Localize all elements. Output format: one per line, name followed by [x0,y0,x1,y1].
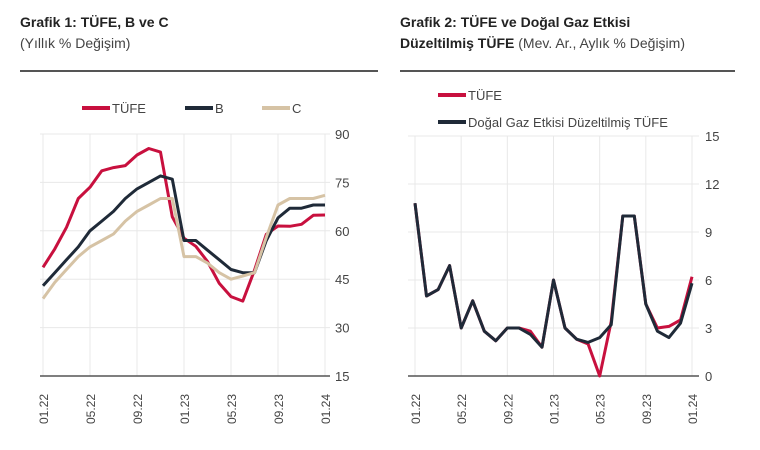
x-tick-label: 01.23 [178,394,192,424]
legend-label: B [215,101,224,116]
legend-label: C [292,101,301,116]
y-tick-label: 15 [335,369,349,384]
x-tick-label: 05.23 [225,394,239,424]
chart2-rule [400,70,735,72]
x-tick-label: 01.23 [548,394,562,424]
chart1-title: Grafik 1: TÜFE, B ve C (Yıllık % Değişim) [20,14,169,51]
x-tick-label: 01.22 [409,394,423,424]
x-tick-label: 09.22 [501,394,515,424]
y-tick-label: 60 [335,224,349,239]
x-tick-label: 09.22 [131,394,145,424]
x-tick-label: 05.23 [594,394,608,424]
x-tick-label: 09.23 [272,394,286,424]
x-tick-label: 09.23 [640,394,654,424]
legend-label: TÜFE [112,101,146,116]
y-tick-label: 9 [705,225,712,240]
series-line-b [41,174,325,287]
x-tick-label: 01.22 [37,394,51,424]
x-tick-label: 05.22 [84,394,98,424]
y-tick-label: 6 [705,273,712,288]
y-tick-label: 15 [705,129,719,144]
x-tick-label: 01.24 [686,394,700,424]
y-tick-label: 75 [335,175,349,190]
x-tick-label: 01.24 [319,394,333,424]
y-tick-label: 90 [335,127,349,142]
y-tick-label: 12 [705,177,719,192]
chart2-title: Grafik 2: TÜFE ve Doğal Gaz Etkisi Düzelt… [400,14,685,51]
legend-label: TÜFE [468,88,502,103]
y-tick-label: 45 [335,272,349,287]
y-tick-label: 0 [705,369,712,384]
x-tick-label: 05.22 [455,394,469,424]
y-tick-label: 30 [335,321,349,336]
legend-label: Doğal Gaz Etkisi Düzeltilmiş TÜFE [468,115,668,130]
y-tick-label: 3 [705,321,712,336]
series-line-c [41,193,326,300]
series-line-doğal-gaz-etkisi-düzeltilmiş-tüfe [413,203,694,349]
chart1-rule [20,70,378,72]
